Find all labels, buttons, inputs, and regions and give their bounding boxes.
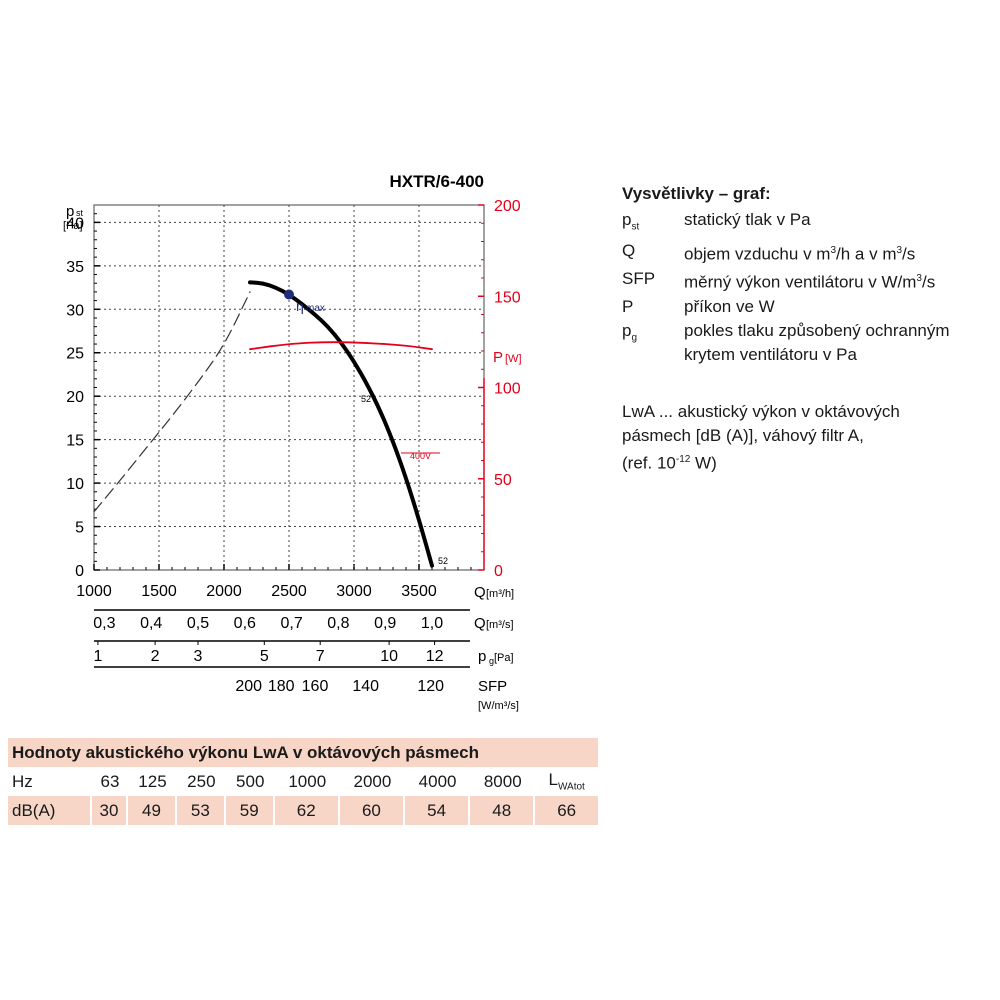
secondary-tick-label: 1,0 — [421, 615, 443, 632]
secondary-tick-label: 3 — [194, 648, 203, 665]
secondary-tick-label: 5 — [260, 648, 269, 665]
right-axis-unit: [W] — [505, 353, 522, 365]
curve-label: 52 — [361, 394, 371, 404]
right-y-tick-label: 150 — [494, 289, 521, 306]
secondary-tick-label: 0,6 — [234, 615, 256, 632]
right-y-tick-label: 100 — [494, 381, 521, 398]
secondary-tick-label: 140 — [352, 678, 379, 695]
freq-cell: 1000 — [288, 771, 327, 791]
y-tick-label: 20 — [66, 389, 84, 406]
frequency-row: Hz 63 125 250 500 1000 2000 4000 8000 LW… — [8, 767, 598, 796]
y-tick-label: 0 — [75, 563, 84, 580]
x-axis-unit: [m³/h] — [486, 588, 514, 600]
secondary-tick-label: 10 — [380, 648, 398, 665]
pressure-curve — [248, 280, 434, 568]
legend-row-pst: pst statický tlak v Pa — [622, 210, 811, 233]
secondary-axis-label: Q — [474, 615, 486, 632]
value-cell: 49 — [128, 796, 177, 825]
x-axis-label: Q — [474, 584, 486, 601]
curve-label: 52 — [438, 556, 448, 566]
acoustic-table-title: Hodnoty akustického výkonu LwA v oktávov… — [8, 738, 598, 767]
y-axis-label-sub: st — [76, 208, 84, 218]
secondary-axis-label-sub: g — [489, 656, 494, 666]
legend-row-pg: pg pokles tlaku způsobený ochranným kryte… — [622, 320, 950, 364]
legend-row-q: Q objem vzduchu v m3/h a v m3/s — [622, 241, 916, 265]
secondary-tick-label: 2 — [151, 648, 160, 665]
dba-label: dB(A) — [8, 796, 92, 825]
y-axis-label: p — [66, 203, 74, 220]
freq-cell: 125 — [138, 771, 167, 791]
secondary-axis-label: SFP — [478, 678, 507, 695]
right-axis-label: P — [493, 349, 503, 366]
y-tick-label: 30 — [66, 302, 84, 319]
eta-max-label: η — [296, 298, 304, 314]
stall-curve — [93, 291, 251, 513]
right-y-tick-label: 0 — [494, 563, 503, 580]
secondary-axis-unit: [Pa] — [494, 652, 514, 664]
power-curve — [249, 341, 433, 351]
value-cell: 54 — [405, 796, 471, 825]
value-cell: 53 — [176, 796, 226, 825]
secondary-axis-label: p — [478, 648, 486, 665]
secondary-tick-label: 0,5 — [187, 615, 209, 632]
value-cell: 60 — [339, 796, 405, 825]
secondary-tick-label: 120 — [417, 678, 444, 695]
secondary-axis-unit: [m³/s] — [486, 619, 514, 631]
secondary-tick-label: 180 — [268, 678, 295, 695]
legend-row-sfp: SFP měrný výkon ventilátoru v W/m3/s — [622, 269, 936, 292]
x-tick-label: 3500 — [401, 583, 437, 600]
secondary-tick-label: 1 — [93, 648, 102, 665]
freq-cell: 2000 — [353, 771, 392, 791]
value-cell: 66 — [535, 796, 598, 825]
freq-cell: 4000 — [418, 771, 457, 791]
freq-cell: 250 — [187, 771, 216, 791]
x-tick-label: 1500 — [141, 583, 177, 600]
y-tick-label: 40 — [66, 215, 84, 232]
total-label: LWAtot — [548, 770, 585, 793]
acoustic-table: Hodnoty akustického výkonu LwA v oktávov… — [8, 738, 598, 825]
value-cell: 62 — [274, 796, 340, 825]
value-row: dB(A) 30 49 53 59 62 60 54 48 66 — [8, 796, 598, 825]
secondary-tick-label: 7 — [316, 648, 325, 665]
eta-max-marker — [284, 289, 294, 300]
secondary-tick-label: 0,8 — [327, 615, 349, 632]
freq-cell: 8000 — [483, 771, 522, 791]
right-y-tick-label: 200 — [494, 198, 521, 215]
y-axis-unit: [Pa] — [63, 220, 83, 232]
power-curve-label: 400V — [410, 451, 431, 461]
secondary-tick-label: 200 — [235, 678, 262, 695]
y-tick-label: 15 — [66, 433, 84, 450]
value-cell: 30 — [92, 796, 129, 825]
legend-title: Vysvětlivky – graf: — [622, 184, 771, 203]
secondary-tick-label: 160 — [302, 678, 329, 695]
x-tick-label: 3000 — [336, 583, 372, 600]
secondary-axis-unit: [W/m³/s] — [478, 700, 519, 712]
y-tick-label: 5 — [75, 520, 84, 537]
y-tick-label: 35 — [66, 259, 84, 276]
x-tick-label: 1000 — [76, 583, 112, 600]
hz-label: Hz — [12, 771, 33, 791]
x-tick-label: 2500 — [271, 583, 307, 600]
freq-cell: 500 — [236, 771, 265, 791]
freq-cell: 63 — [100, 771, 120, 791]
secondary-tick-label: 0,9 — [374, 615, 396, 632]
x-tick-label: 2000 — [206, 583, 242, 600]
secondary-tick-label: 0,3 — [93, 615, 115, 632]
value-cell: 59 — [225, 796, 275, 825]
y-tick-label: 25 — [66, 346, 84, 363]
secondary-tick-label: 0,7 — [280, 615, 302, 632]
acoustic-note: LwA ... akustický výkon v oktávových pás… — [622, 402, 900, 473]
value-cell: 48 — [470, 796, 536, 825]
chart-title: HXTR/6-400 — [390, 172, 484, 191]
eta-max-label-sub: max — [306, 303, 325, 314]
chart-legend: Vysvětlivky – graf: pst statický tlak v … — [622, 182, 992, 367]
y-tick-label: 10 — [66, 476, 84, 493]
fan-performance-chart: 1000 1500 2000 2500 3000 35000510152025303540… — [63, 172, 522, 712]
secondary-tick-label: 12 — [426, 648, 444, 665]
right-y-tick-label: 50 — [494, 472, 512, 489]
secondary-tick-label: 0,4 — [140, 615, 162, 632]
legend-row-p: P příkon ve W — [622, 296, 775, 316]
